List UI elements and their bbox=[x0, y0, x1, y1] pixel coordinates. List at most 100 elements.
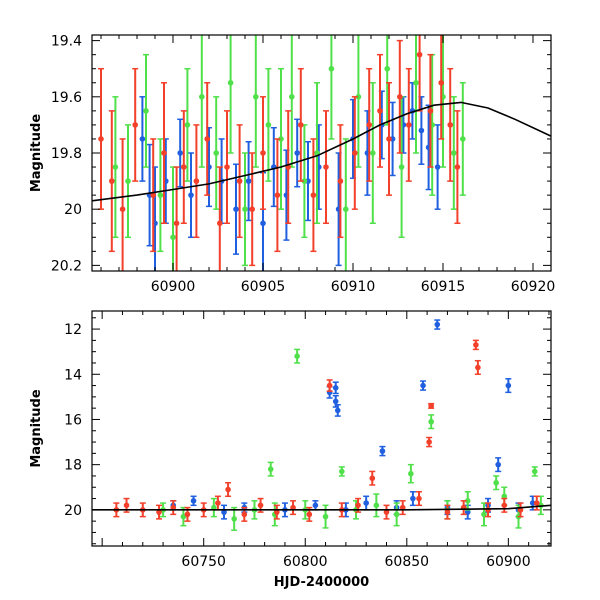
data-point bbox=[480, 502, 487, 527]
data-point bbox=[407, 463, 414, 484]
data-point bbox=[273, 504, 280, 520]
data-point bbox=[450, 96, 457, 210]
data-point bbox=[438, 35, 445, 140]
data-point bbox=[213, 96, 220, 210]
data-point bbox=[326, 379, 333, 392]
data-point bbox=[416, 35, 423, 112]
data-point bbox=[472, 339, 479, 351]
data-point bbox=[369, 470, 376, 486]
data-point bbox=[447, 67, 454, 182]
data-point bbox=[150, 138, 157, 253]
data-point bbox=[245, 141, 252, 222]
data-point bbox=[373, 493, 380, 518]
data-point bbox=[249, 152, 256, 267]
data-point bbox=[288, 35, 295, 168]
y-axis-label: Magnitude bbox=[29, 389, 44, 468]
data-point bbox=[363, 495, 370, 511]
data-point bbox=[301, 124, 308, 239]
data-point bbox=[204, 82, 211, 196]
data-point bbox=[221, 504, 228, 520]
data-point bbox=[267, 461, 274, 477]
y-tick-label: 20.2 bbox=[51, 258, 82, 274]
data-point bbox=[188, 152, 194, 239]
data-point bbox=[505, 378, 512, 394]
data-point bbox=[231, 506, 238, 531]
data-point bbox=[427, 53, 434, 168]
data-point bbox=[297, 67, 304, 182]
x-tick-label: 60920 bbox=[511, 279, 556, 295]
model-curve bbox=[92, 504, 551, 511]
y-axis-label: Magnitude bbox=[29, 114, 44, 193]
data-point bbox=[252, 35, 259, 168]
data-point bbox=[139, 96, 146, 182]
data-point bbox=[386, 82, 392, 196]
data-point bbox=[434, 319, 441, 330]
data-point bbox=[474, 359, 481, 376]
data-point bbox=[338, 466, 345, 477]
data-point bbox=[161, 82, 167, 224]
data-point bbox=[265, 67, 272, 182]
data-point bbox=[454, 110, 461, 224]
data-point bbox=[210, 497, 217, 518]
data-point bbox=[177, 118, 184, 188]
data-point bbox=[428, 402, 435, 409]
y-tick-label: 12 bbox=[64, 322, 82, 338]
data-point bbox=[323, 110, 329, 224]
data-point bbox=[337, 124, 344, 239]
data-point bbox=[409, 491, 416, 507]
bottom-panel: 60750 60800 60850 60900 12 14 16 18 20 Magnitude H… bbox=[29, 310, 552, 590]
data-point bbox=[399, 500, 406, 516]
data-point bbox=[377, 53, 383, 168]
plot-frame bbox=[91, 310, 552, 547]
data-point bbox=[355, 35, 362, 168]
plot-area bbox=[92, 35, 551, 271]
data-point bbox=[383, 504, 390, 520]
data-point bbox=[495, 457, 502, 473]
data-point bbox=[193, 124, 200, 239]
data-point bbox=[274, 138, 281, 253]
data-point bbox=[420, 380, 427, 391]
data-point bbox=[233, 163, 239, 255]
data-point bbox=[173, 166, 180, 271]
data-point bbox=[98, 67, 104, 210]
data-point bbox=[224, 110, 230, 224]
x-tick-label: 60905 bbox=[241, 279, 286, 295]
data-point bbox=[294, 348, 301, 364]
data-point bbox=[501, 497, 508, 513]
data-point bbox=[180, 110, 187, 224]
y-tick-label: 19.8 bbox=[51, 146, 82, 162]
data-point bbox=[434, 124, 441, 210]
data-point bbox=[314, 82, 320, 224]
x-tick-label: 60900 bbox=[486, 554, 531, 570]
data-point bbox=[236, 124, 243, 239]
data-point bbox=[294, 118, 301, 188]
x-tick-label: 60915 bbox=[421, 279, 466, 295]
data-point bbox=[198, 35, 205, 168]
data-point bbox=[216, 166, 223, 271]
data-point bbox=[409, 82, 416, 140]
data-point bbox=[328, 35, 335, 140]
data-point bbox=[405, 67, 412, 182]
data-point bbox=[156, 504, 163, 520]
series-2 bbox=[98, 35, 461, 271]
data-point bbox=[533, 495, 540, 511]
x-axis-label: HJD-2400000 bbox=[274, 575, 369, 590]
data-point bbox=[393, 502, 400, 527]
data-point bbox=[428, 414, 435, 430]
data-point bbox=[170, 500, 177, 516]
x-tick-label: 60900 bbox=[151, 279, 196, 295]
y-tick-label: 18 bbox=[64, 458, 82, 474]
data-point bbox=[112, 96, 119, 239]
data-point bbox=[444, 504, 451, 520]
data-point bbox=[260, 96, 266, 210]
data-point bbox=[396, 39, 403, 154]
y-tick-label: 16 bbox=[64, 412, 82, 428]
data-point bbox=[225, 481, 232, 498]
data-point bbox=[366, 67, 373, 182]
y-tick-label: 19.4 bbox=[51, 34, 82, 50]
data-point bbox=[184, 67, 191, 182]
data-point bbox=[143, 53, 149, 168]
data-point bbox=[369, 82, 376, 224]
data-point bbox=[493, 475, 500, 491]
